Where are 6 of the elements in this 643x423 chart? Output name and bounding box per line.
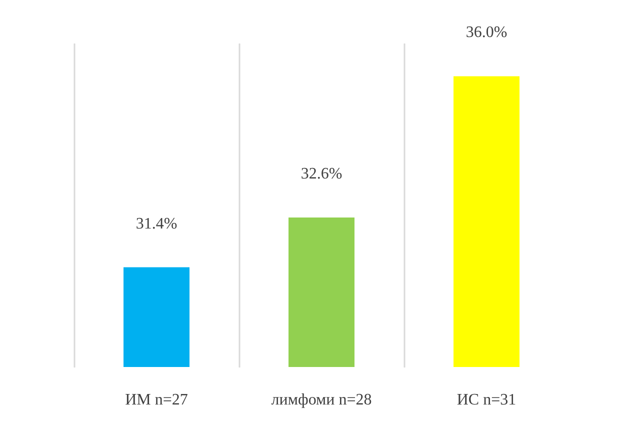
data-label: 36.0% (466, 24, 508, 42)
x-tick-label: лимфоми n=28 (271, 392, 372, 408)
x-tick-label: ИМ n=27 (125, 392, 188, 408)
x-tick-label: ИС n=31 (456, 392, 516, 408)
data-label: 32.6% (300, 165, 342, 182)
data-label: 31.4% (136, 215, 178, 232)
